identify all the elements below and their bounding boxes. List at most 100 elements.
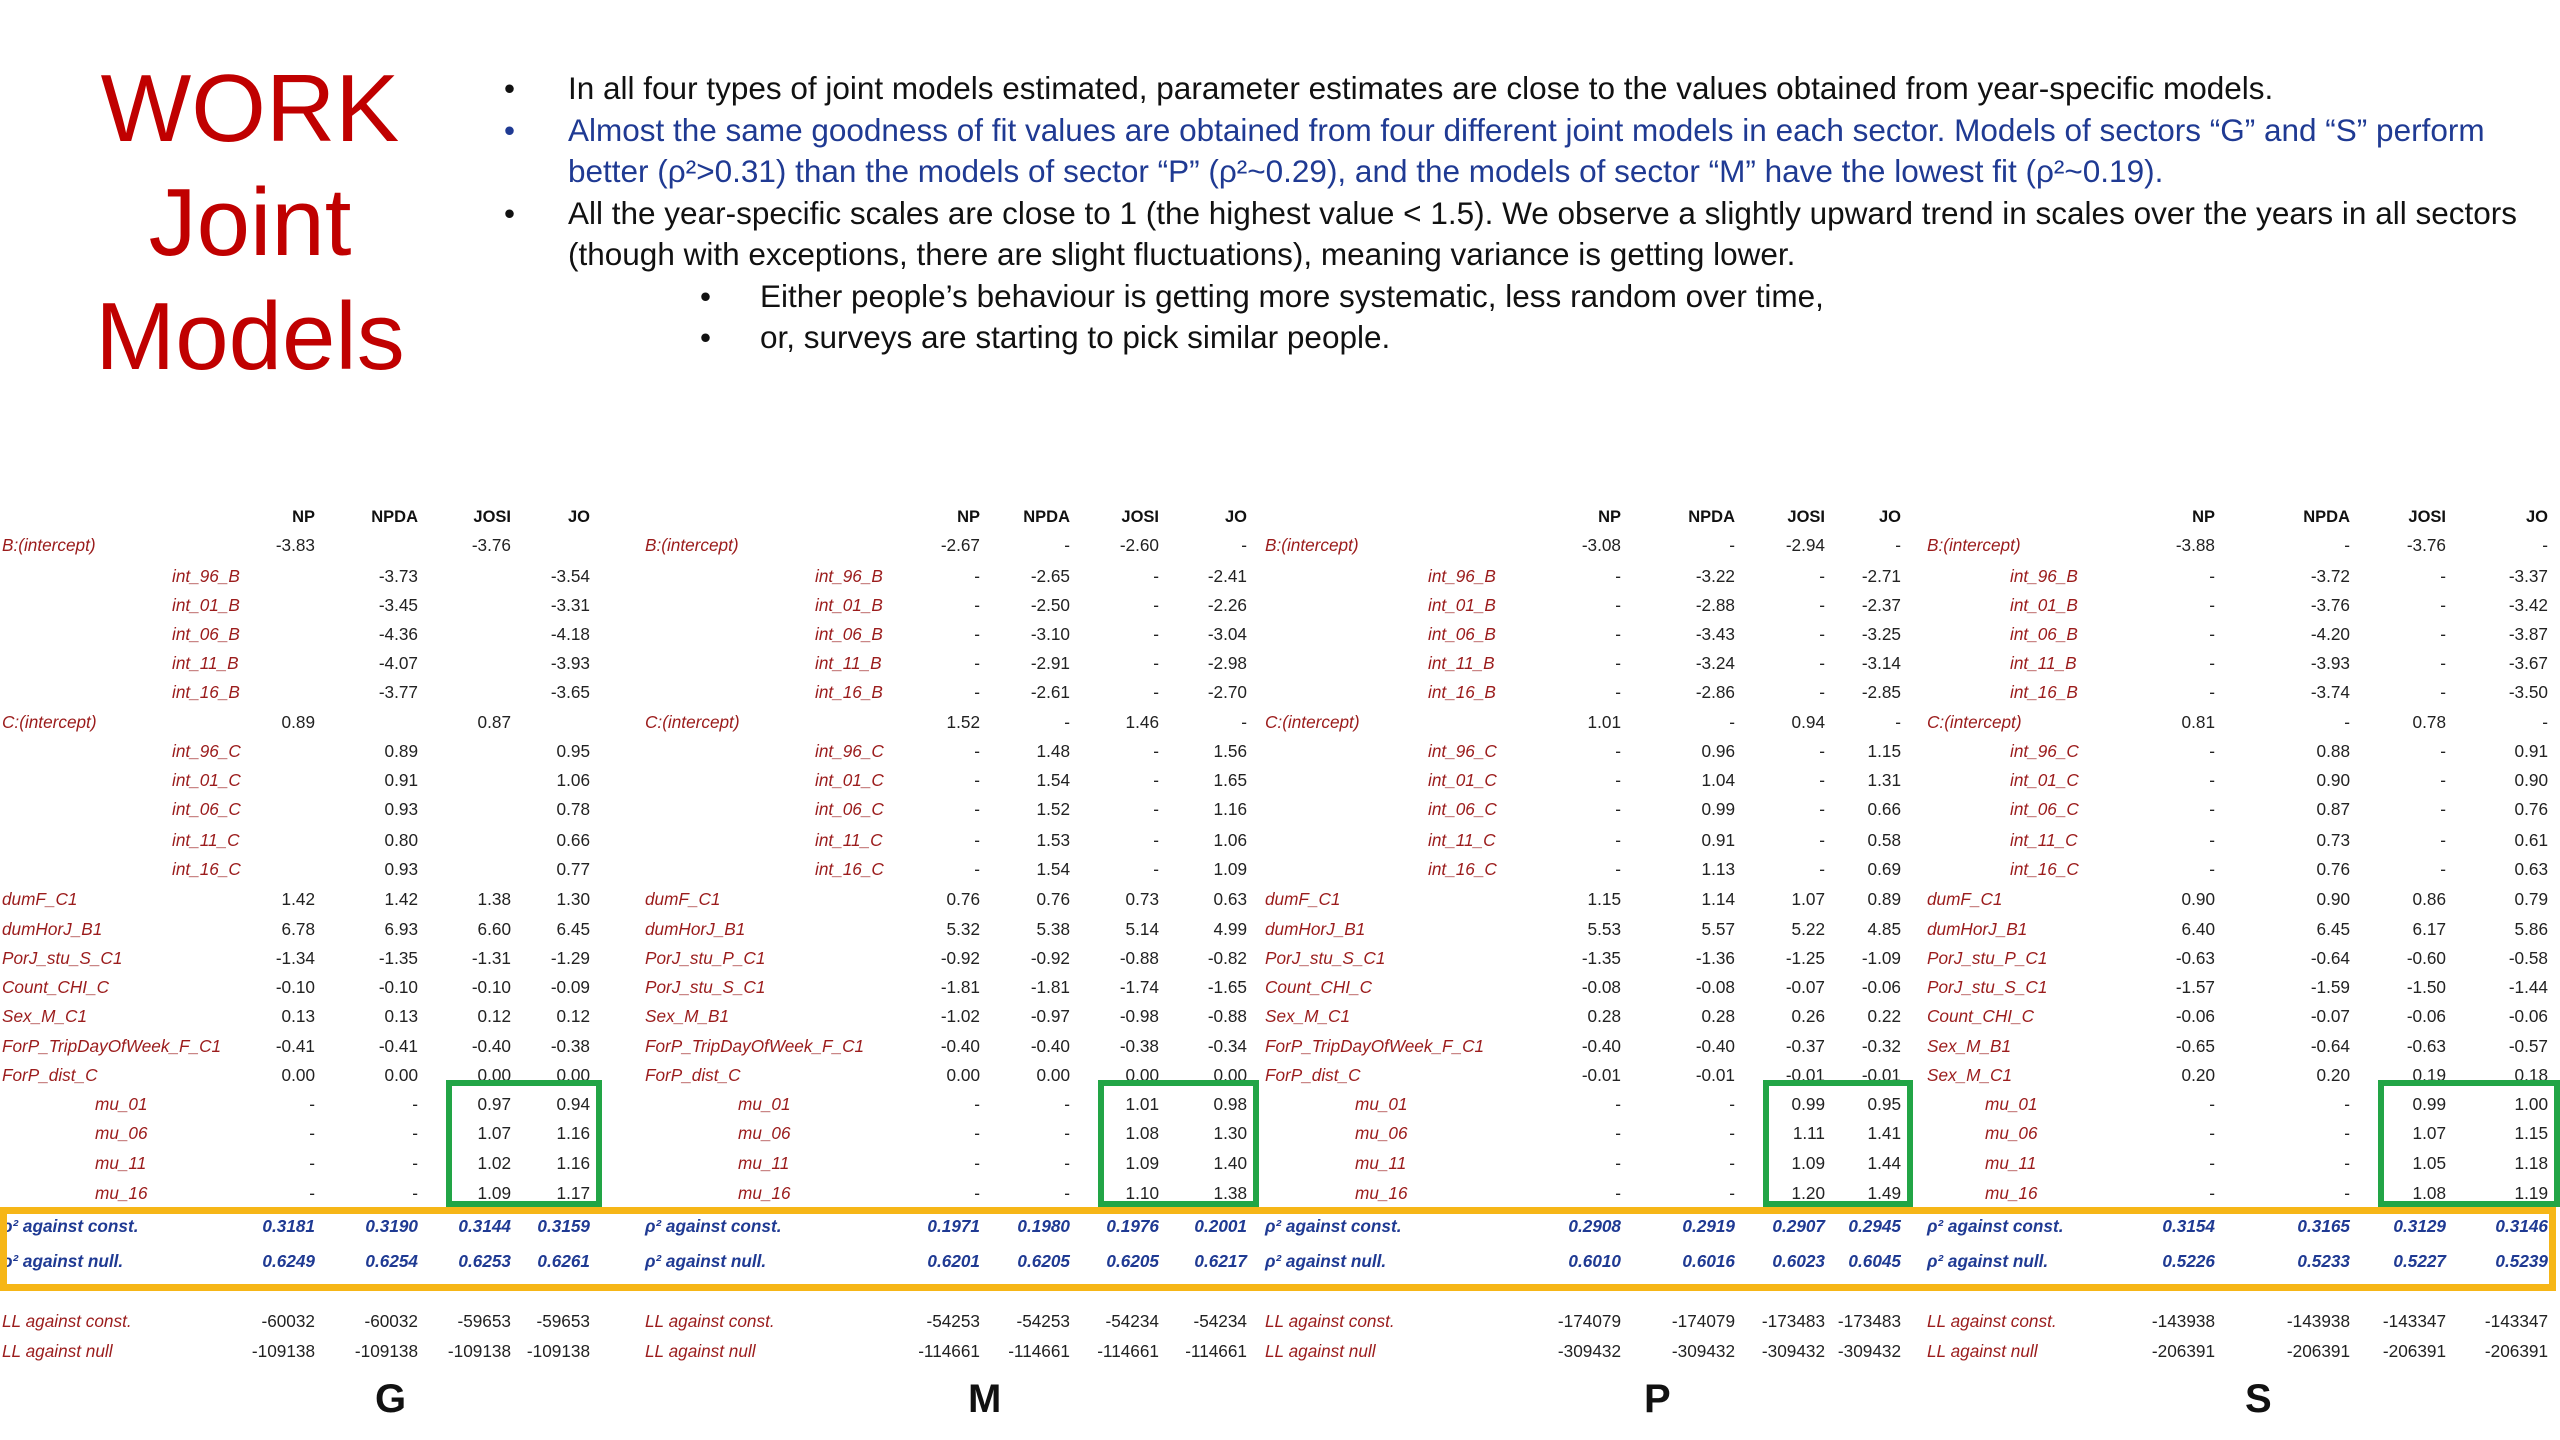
table-row: mu_16 - - 1.09 1.17 [0, 1183, 640, 1203]
cell-value: 0.87 [2316, 799, 2350, 819]
cell-value: -3.74 [2310, 682, 2350, 702]
cell-value: 1.09 [477, 1183, 511, 1203]
cell-value: -1.44 [2508, 977, 2548, 997]
cell-value: - [974, 741, 980, 761]
table-row: Count_CHI_C -0.08 -0.08 -0.07 -0.06 [1263, 977, 1918, 997]
cell-value: 0.6010 [1568, 1251, 1621, 1271]
cell-value: - [1241, 535, 1247, 555]
cell-value: 0.90 [2181, 889, 2215, 909]
cell-value: -0.64 [2310, 1036, 2350, 1056]
row-label: dumF_C1 [2, 889, 78, 909]
cell-value: -3.67 [2508, 653, 2548, 673]
row-label: int_11_C [1428, 830, 1496, 850]
cell-value: 0.90 [2316, 770, 2350, 790]
cell-value: - [974, 1153, 980, 1173]
cell-value: - [1729, 535, 1735, 555]
cell-value: 0.2945 [1848, 1216, 1901, 1236]
cell-value: 0.91 [384, 770, 418, 790]
cell-value: 0.61 [2514, 830, 2548, 850]
row-label: dumHorJ_B1 [2, 919, 103, 939]
cell-value: -2.37 [1861, 595, 1901, 615]
cell-value: 5.14 [1125, 919, 1159, 939]
cell-value: -114661 [1185, 1341, 1247, 1361]
cell-value: - [2209, 682, 2215, 702]
row-label: int_01_B [1428, 595, 1496, 615]
row-label: int_96_C [2010, 741, 2079, 761]
cell-value: -0.92 [1030, 948, 1070, 968]
cell-value: - [2440, 595, 2446, 615]
table-row: int_01_C - 1.04 - 1.31 [1263, 770, 1918, 790]
table-row: int_06_B - -3.43 - -3.25 [1263, 624, 1918, 644]
row-label: ρ² against const. [1265, 1216, 1402, 1236]
cell-value: - [974, 859, 980, 879]
cell-value: -1.57 [2175, 977, 2215, 997]
cell-value: 1.09 [1213, 859, 1247, 879]
cell-value: 0.00 [1036, 1065, 1070, 1085]
cell-value: - [1819, 624, 1825, 644]
column-header: NPDA [2303, 508, 2350, 526]
cell-value: -0.97 [1030, 1006, 1070, 1026]
cell-value: 1.14 [1701, 889, 1735, 909]
row-label: LL against null [1927, 1341, 2038, 1361]
cell-value: 0.76 [2514, 799, 2548, 819]
table-row: int_06_B -4.36 -4.18 [0, 624, 640, 644]
table-row: mu_16 - - 1.20 1.49 [1263, 1183, 1918, 1203]
cell-value: -3.54 [550, 566, 590, 586]
slide-title: WORK Joint Models [40, 52, 460, 394]
cell-value: -1.02 [940, 1006, 980, 1026]
cell-value: 0.28 [1701, 1006, 1735, 1026]
row-label: int_16_B [1428, 682, 1496, 702]
cell-value: - [974, 1094, 980, 1114]
table-row: ρ² against null. 0.6201 0.6205 0.6205 0.6217 [643, 1251, 1253, 1271]
table-row: C:(intercept) 1.01 - 0.94 - [1263, 712, 1918, 732]
table-row: LL against const. -54253 -54253 -54234 -5423… [643, 1311, 1253, 1331]
column-header: JO [1878, 508, 1901, 526]
cell-value: - [412, 1123, 418, 1143]
table-row: PorJ_stu_S_C1 -1.57 -1.59 -1.50 -1.44 [1925, 977, 2555, 997]
cell-value: -3.08 [1581, 535, 1621, 555]
cell-value: - [1615, 770, 1621, 790]
sector-table-p: NP NPDA JOSI JO B:(intercept) -3.08- -2.94- int… [1263, 500, 1918, 1390]
table-row: C:(intercept) 1.52 - 1.46 - [643, 712, 1253, 732]
cell-value: -1.36 [1695, 948, 1735, 968]
cell-value: 5.22 [1791, 919, 1825, 939]
cell-value: 5.32 [946, 919, 980, 939]
cell-value: -309432 [1557, 1341, 1621, 1361]
cell-value: 0.77 [556, 859, 590, 879]
cell-value: 1.30 [556, 889, 590, 909]
cell-value: - [1819, 682, 1825, 702]
bullet-glyph: • [700, 319, 712, 355]
cell-value: 5.57 [1701, 919, 1735, 939]
table-row: PorJ_stu_S_C1 -1.81 -1.81 -1.74 -1.65 [643, 977, 1253, 997]
cell-value: -3.42 [2508, 595, 2548, 615]
cell-value: 6.40 [2181, 919, 2215, 939]
cell-value: 0.20 [2316, 1065, 2350, 1085]
row-label: ρ² against null. [2, 1251, 124, 1271]
cell-value: 0.58 [1867, 830, 1901, 850]
cell-value: - [1064, 1123, 1070, 1143]
cell-value: 0.73 [2316, 830, 2350, 850]
row-label: mu_11 [1355, 1153, 1407, 1173]
cell-value: 1.52 [946, 712, 980, 732]
table-row: mu_01 - - 0.99 1.00 [1925, 1094, 2555, 1114]
cell-value: - [1153, 682, 1159, 702]
cell-value: -174079 [1671, 1311, 1735, 1331]
cell-value: - [1819, 770, 1825, 790]
cell-value: 0.3181 [262, 1216, 315, 1236]
cell-value: 1.53 [1036, 830, 1070, 850]
cell-value: 0.91 [2514, 741, 2548, 761]
cell-value: 5.86 [2514, 919, 2548, 939]
cell-value: -0.08 [1695, 977, 1735, 997]
row-label: int_01_C [172, 770, 241, 790]
cell-value: -60032 [261, 1311, 315, 1331]
table-row: B:(intercept) -2.67 - -2.60 - [643, 535, 1253, 555]
column-header: JOSI [1121, 508, 1159, 526]
cell-value: -0.65 [2175, 1036, 2215, 1056]
row-label: mu_16 [738, 1183, 791, 1203]
cell-value: -1.65 [1207, 977, 1247, 997]
cell-value: 0.26 [1791, 1006, 1825, 1026]
cell-value: - [1064, 712, 1070, 732]
row-label: int_96_C [172, 741, 241, 761]
column-header: JOSI [2408, 508, 2446, 526]
cell-value: - [2209, 741, 2215, 761]
